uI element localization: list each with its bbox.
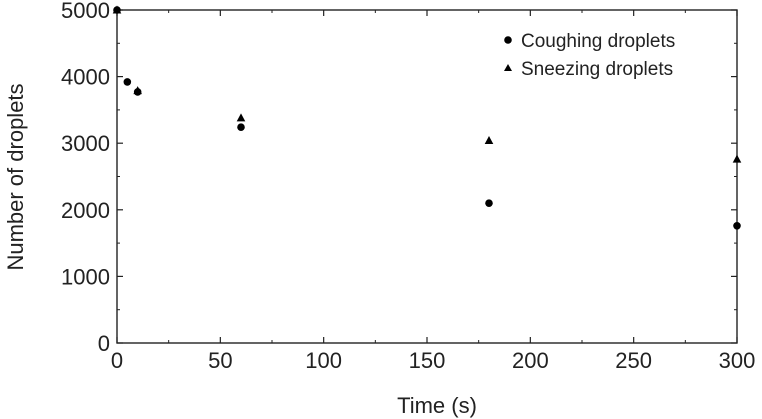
y-tick-label: 5000 [61,0,110,23]
x-tick-label: 150 [409,348,446,373]
data-point-sneezing [732,154,742,163]
data-point-coughing [123,78,132,86]
x-tick-label: 200 [512,348,549,373]
data-point-sneezing [484,136,494,145]
legend: Coughing droplets Sneezing droplets [504,31,675,80]
data-point-coughing [485,199,493,207]
x-tick-label: 300 [719,348,756,373]
y-tick-label: 2000 [61,198,110,223]
legend-label-coughing: Coughing droplets [521,31,675,52]
data-point-sneezing [112,5,122,14]
x-tick-label: 50 [208,348,232,373]
y-tick-label: 1000 [61,264,110,289]
data-point-coughing [237,123,245,132]
data-points [112,5,742,230]
legend-label-sneezing: Sneezing droplets [521,59,673,80]
series-2 [112,5,742,163]
legend-marker-coughing [504,36,512,44]
data-point-sneezing [133,86,142,95]
legend-marker-sneezing [504,64,512,71]
x-tick-label: 0 [111,348,123,373]
x-tick-label: 250 [615,348,652,373]
x-tick-label: 100 [305,348,342,373]
y-tick-label: 3000 [61,131,110,156]
y-tick-label: 0 [98,331,110,356]
data-point-sneezing [236,113,246,122]
x-axis-title: Time (s) [397,393,477,418]
data-point-coughing [733,221,741,230]
y-axis-title: Number of droplets [3,83,28,270]
y-tick-label: 4000 [61,65,110,90]
